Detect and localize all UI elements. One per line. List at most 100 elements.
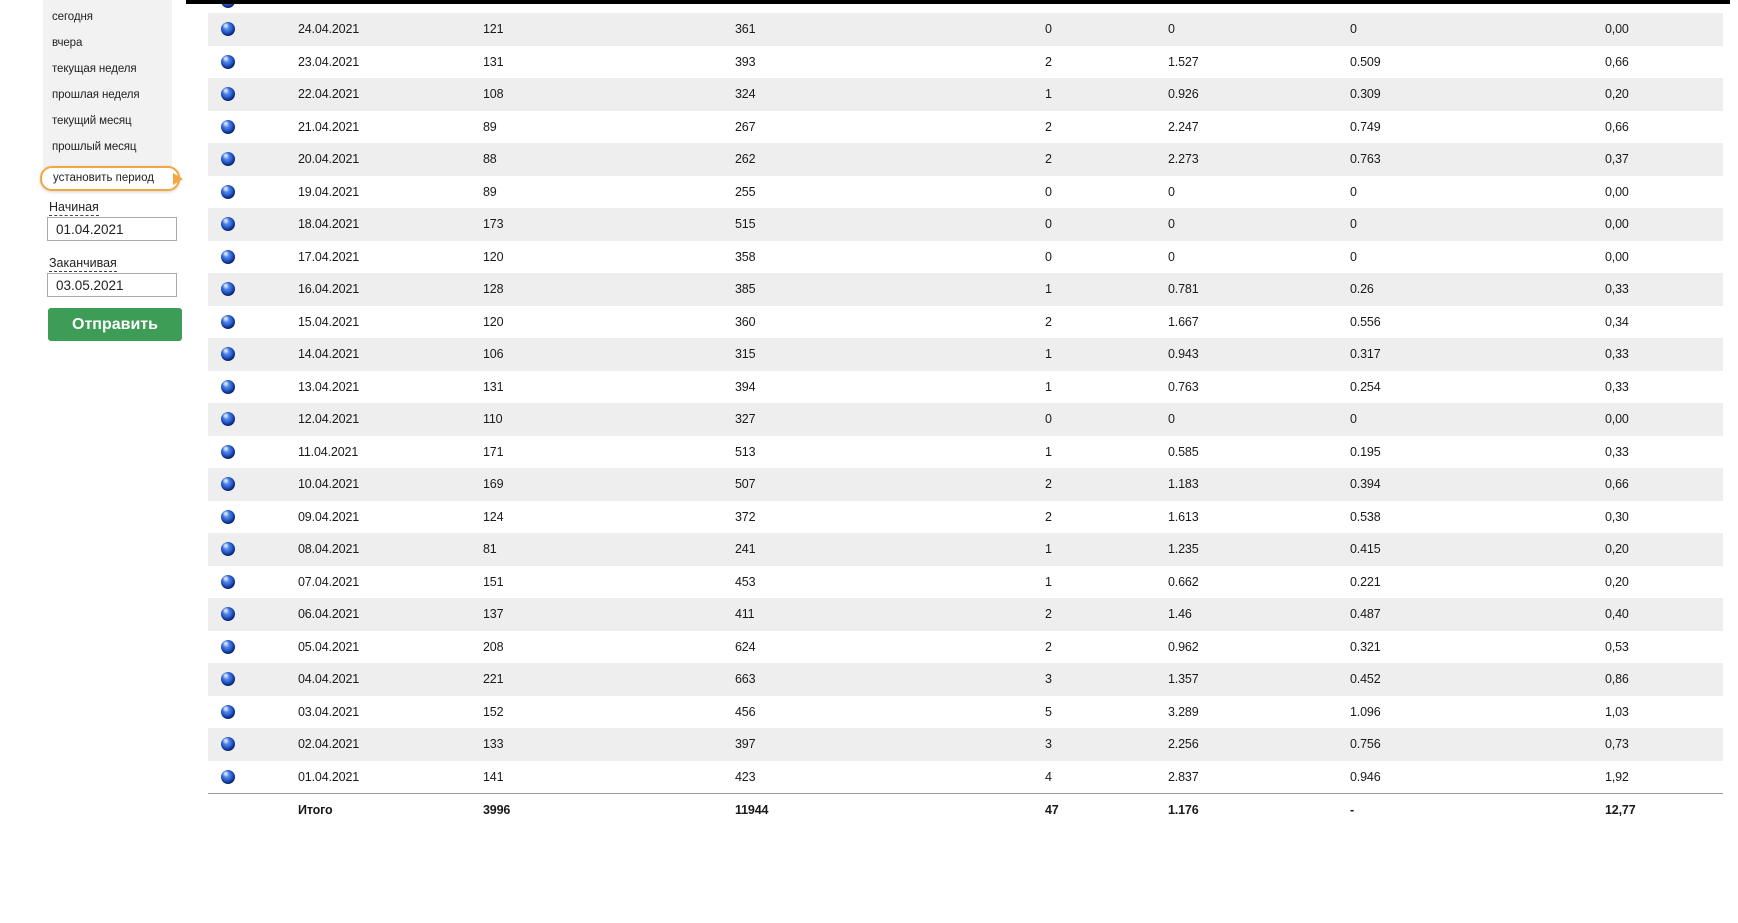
cell-col3: 2	[1045, 509, 1052, 524]
cell-col1: 120	[483, 314, 504, 329]
cell-col3: 3	[1045, 672, 1052, 687]
globe-icon[interactable]	[221, 639, 235, 654]
globe-icon[interactable]	[221, 0, 235, 8]
cell-col5: 1.096	[1350, 704, 1381, 719]
cell-col6: 0,33	[1605, 282, 1629, 297]
cell-col2: 327	[735, 412, 756, 427]
sidebar-item-current-week[interactable]: текущая неделя	[52, 63, 137, 75]
cell-col6: 0,34	[1605, 314, 1629, 329]
cell-col3: 2	[1045, 54, 1052, 69]
cell-col5: 0.195	[1350, 444, 1381, 459]
cell-col6: 0,73	[1605, 737, 1629, 752]
globe-icon[interactable]	[221, 444, 235, 459]
cell-col5: 0	[1350, 412, 1357, 427]
end-date-label[interactable]: Заканчивая	[49, 256, 117, 272]
cell-date: 11.04.2021	[298, 444, 359, 459]
cell-col2: 411	[735, 607, 755, 622]
globe-icon[interactable]	[221, 22, 235, 37]
cell-col5: 0.321	[1350, 639, 1381, 654]
start-date-input[interactable]	[47, 217, 177, 241]
table-row: 11.04.2021 171 513 1 0.585 0.195 0,33	[208, 435, 1723, 468]
table-row: 12.04.2021 110 327 0 0 0 0,00	[208, 403, 1723, 436]
cell-col6: 0,20	[1605, 87, 1629, 102]
cell-col5: 0.756	[1350, 737, 1381, 752]
cell-col2: 372	[735, 509, 756, 524]
globe-icon[interactable]	[221, 574, 235, 589]
cell-col1: 173	[483, 217, 504, 232]
cell-col5: 0.749	[1350, 119, 1381, 134]
table-row: 15.04.2021 120 360 2 1.667 0.556 0,34	[208, 305, 1723, 338]
globe-icon[interactable]	[221, 152, 235, 167]
cell-col4: 3.289	[1168, 704, 1199, 719]
cell-col6: 0,33	[1605, 347, 1629, 362]
cell-col4: 1.183	[1168, 477, 1199, 492]
globe-icon[interactable]	[221, 119, 235, 134]
cell-col1: 128	[483, 282, 504, 297]
sidebar-item-today[interactable]: сегодня	[52, 11, 93, 23]
start-date-label[interactable]: Начиная	[49, 200, 99, 216]
cell-col1: 141	[483, 769, 504, 784]
cell-col2: 393	[735, 54, 756, 69]
globe-icon[interactable]	[221, 412, 235, 427]
globe-icon[interactable]	[221, 54, 235, 69]
cell-col2: 324	[735, 87, 756, 102]
sidebar-item-set-period[interactable]: установить период	[40, 166, 183, 191]
cell-col3: 0	[1045, 217, 1052, 232]
cell-col4: 1.527	[1168, 54, 1199, 69]
cell-date: 10.04.2021	[298, 477, 360, 492]
cell-date: 04.04.2021	[298, 672, 360, 687]
cell-col2: 11944	[735, 803, 769, 817]
cell-date: 05.04.2021	[298, 639, 360, 654]
cell-date: 01.04.2021	[298, 769, 360, 784]
globe-icon[interactable]	[221, 737, 235, 752]
globe-icon[interactable]	[221, 607, 235, 622]
submit-button[interactable]: Отправить	[48, 308, 182, 341]
cell-col5: 0.26	[1350, 282, 1374, 297]
globe-icon[interactable]	[221, 217, 235, 232]
cell-col4: 0.962	[1168, 639, 1199, 654]
sidebar-item-last-month[interactable]: прошлый месяц	[52, 141, 137, 153]
table-row: 10.04.2021 169 507 2 1.183 0.394 0,66	[208, 468, 1723, 501]
globe-icon[interactable]	[221, 509, 235, 524]
cell-col3: 1	[1045, 444, 1052, 459]
cell-col6: 0,33	[1605, 444, 1629, 459]
cell-col6: 0,00	[1605, 22, 1629, 37]
cell-col5: 0.509	[1350, 54, 1381, 69]
globe-icon[interactable]	[221, 379, 235, 394]
cell-col1: 152	[483, 704, 504, 719]
globe-icon[interactable]	[221, 314, 235, 329]
globe-icon[interactable]	[221, 477, 235, 492]
globe-icon[interactable]	[221, 542, 235, 557]
end-date-input[interactable]	[47, 273, 177, 297]
sidebar-item-yesterday[interactable]: вчера	[52, 37, 83, 49]
cell-col4: 0.943	[1168, 347, 1199, 362]
globe-icon[interactable]	[221, 672, 235, 687]
cell-col3: 0	[1045, 249, 1052, 264]
globe-icon[interactable]	[221, 282, 235, 297]
cell-col1: 151	[483, 574, 504, 589]
set-period-label: установить период	[53, 172, 154, 184]
globe-icon[interactable]	[221, 347, 235, 362]
stats-table: 24.04.2021 121 361 0 0 0 0,00 23.04.2021 131 393 2…	[208, 13, 1723, 793]
globe-icon[interactable]	[221, 769, 235, 784]
sidebar-item-current-month[interactable]: текущий месяц	[52, 115, 132, 127]
cell-date: 20.04.2021	[298, 152, 360, 167]
globe-icon[interactable]	[221, 249, 235, 264]
table-row: 01.04.2021 141 423 4 2.837 0.946 1,92	[208, 760, 1723, 793]
cell-col6: 0,00	[1605, 184, 1629, 199]
cell-col5: 0.487	[1350, 607, 1381, 622]
globe-icon[interactable]	[221, 87, 235, 102]
globe-icon[interactable]	[221, 704, 235, 719]
sidebar-item-last-week[interactable]: прошлая неделя	[52, 89, 140, 101]
cell-col1: 120	[483, 249, 504, 264]
cell-col6: 0,00	[1605, 412, 1629, 427]
cell-col5: 0.221	[1350, 574, 1381, 589]
table-row: 16.04.2021 128 385 1 0.781 0.26 0,33	[208, 273, 1723, 306]
cell-col1: 108	[483, 87, 504, 102]
cell-col3: 2	[1045, 314, 1052, 329]
globe-icon[interactable]	[221, 184, 235, 199]
cell-col1: 131	[483, 54, 504, 69]
table-row: 24.04.2021 121 361 0 0 0 0,00	[208, 13, 1723, 46]
cell-col3: 0	[1045, 184, 1052, 199]
cell-date: 18.04.2021	[298, 217, 360, 232]
